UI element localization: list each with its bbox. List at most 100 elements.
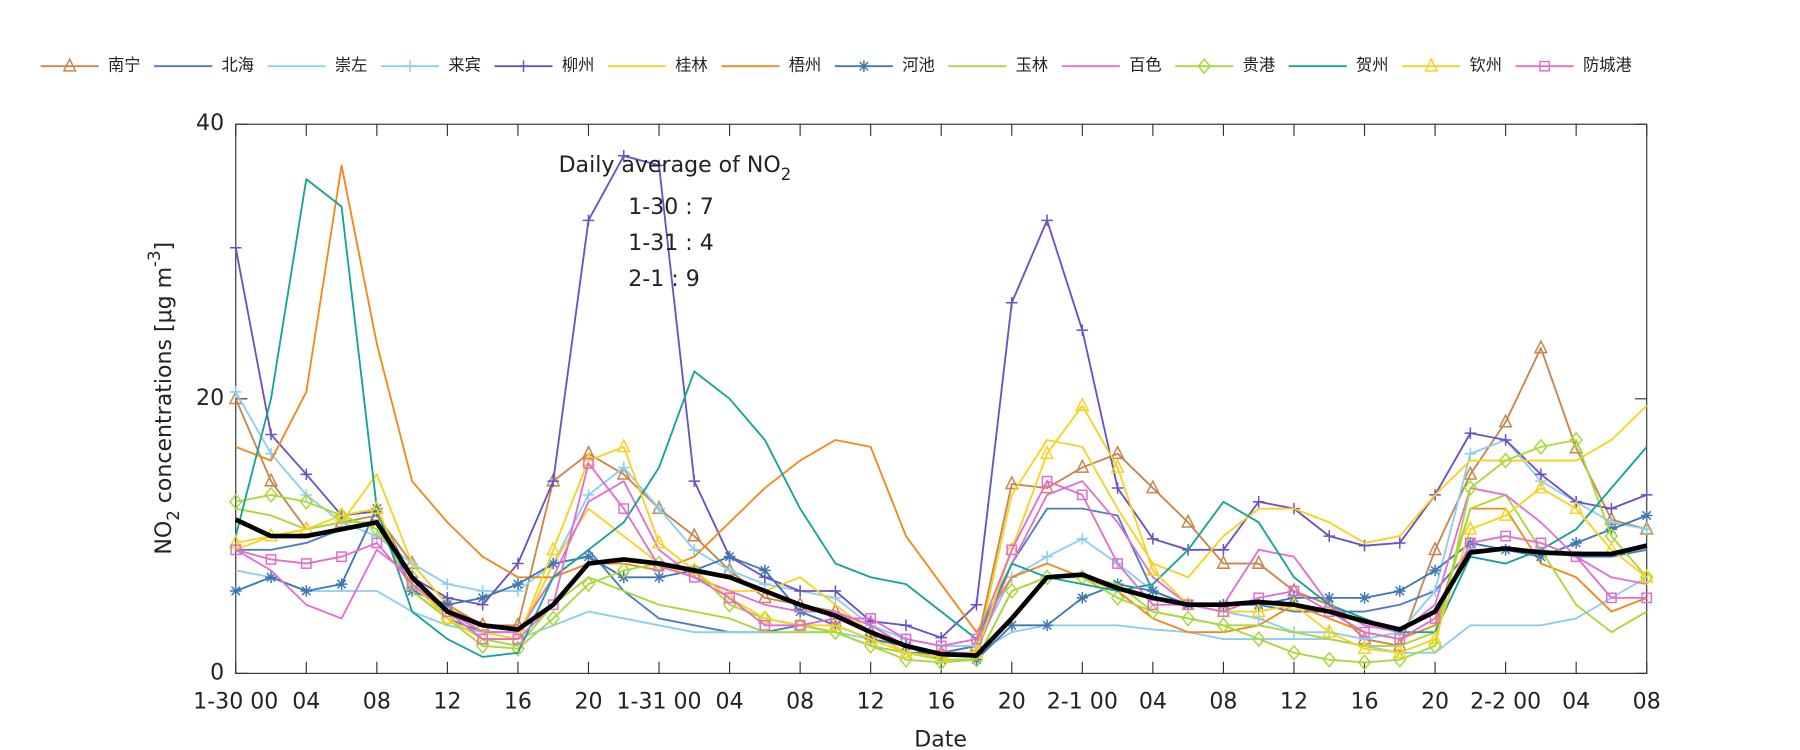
series-line (234, 517, 1648, 658)
data-point (334, 506, 349, 521)
data-point (617, 461, 630, 474)
data-point (1569, 431, 1583, 449)
legend-label: 梧州 (789, 56, 822, 75)
data-point (336, 551, 347, 563)
legend-marker (404, 60, 416, 72)
data-point (618, 503, 630, 515)
data-point (1147, 533, 1159, 545)
y-tick-label: 0 (210, 660, 224, 685)
data-point (581, 575, 596, 593)
x-tick-label: 20 (1421, 689, 1449, 714)
data-point (1216, 617, 1231, 634)
text-part: 2 (781, 165, 792, 184)
annotation-line: 2-1 : 9 (628, 267, 699, 292)
x-tick-label: 04 (1562, 689, 1590, 714)
x-tick-label: 20 (574, 689, 602, 714)
data-point (971, 633, 982, 645)
legend-label: 北海 (221, 56, 254, 75)
data-point (617, 149, 630, 162)
data-point (1041, 619, 1053, 632)
text-part: ] (152, 242, 177, 251)
data-point (1112, 558, 1123, 569)
data-point (547, 599, 559, 611)
data-point (1005, 619, 1018, 632)
data-point (1076, 592, 1089, 604)
data-point (477, 633, 489, 645)
x-tick-label: 08 (786, 689, 814, 714)
data-point (1147, 585, 1159, 597)
legend-label: 贺州 (1356, 56, 1389, 75)
data-point (793, 617, 807, 634)
data-point (1463, 465, 1478, 480)
legend-marker (1424, 57, 1439, 72)
data-point (1640, 523, 1653, 536)
data-point (583, 457, 594, 469)
data-point (1358, 539, 1371, 552)
data-point (371, 537, 383, 549)
data-point (1357, 640, 1372, 655)
data-point (1040, 445, 1055, 460)
data-point (512, 557, 524, 570)
legend-label: 河池 (902, 56, 935, 75)
series-line (235, 404, 1648, 658)
data-point (1145, 561, 1160, 576)
data-point (1076, 533, 1089, 545)
text-part: NO (152, 521, 177, 555)
legend-marker (1197, 58, 1212, 75)
data-point (265, 554, 277, 565)
data-point (1640, 489, 1653, 501)
legend-label: 柳州 (562, 56, 595, 75)
data-point (1322, 623, 1337, 638)
text-part: Daily average of NO (559, 153, 781, 178)
data-point (1110, 445, 1125, 460)
data-point (1394, 633, 1406, 645)
data-point (653, 571, 665, 584)
x-tick-label: 16 (927, 689, 955, 714)
data-point (1323, 530, 1336, 542)
data-point (829, 585, 842, 597)
data-point (900, 619, 912, 632)
data-point (1005, 296, 1018, 309)
data-point (1322, 651, 1337, 668)
text-part: concentrations [μg m (152, 267, 177, 510)
data-point (264, 486, 278, 504)
data-point (1428, 541, 1443, 556)
data-point (1533, 339, 1548, 354)
data-point (1535, 468, 1547, 481)
data-point (687, 527, 702, 542)
data-point (863, 630, 878, 645)
data-point (1393, 585, 1406, 597)
annotation-line: 1-30 : 7 (628, 195, 714, 220)
data-point (794, 619, 806, 631)
series-line (235, 164, 1648, 640)
data-point (652, 534, 667, 549)
data-point (1358, 592, 1371, 604)
data-point (759, 564, 771, 577)
legend-label: 来宾 (448, 56, 481, 75)
legend-label: 南宁 (108, 56, 141, 75)
annotation-title: Daily average of NO2 (559, 153, 792, 184)
data-point (265, 571, 277, 584)
data-point (616, 465, 631, 480)
data-point (229, 585, 242, 597)
data-point (441, 578, 454, 590)
data-point (265, 428, 277, 441)
legend-label: 桂林 (675, 56, 708, 75)
data-point (1041, 550, 1053, 563)
annotation-line: 1-31 : 4 (628, 231, 714, 256)
y-tick-label: 40 (196, 111, 224, 136)
x-tick-label: 08 (1209, 689, 1237, 714)
data-point (1535, 550, 1547, 563)
data-point (229, 241, 242, 254)
legend-marker (858, 60, 870, 72)
data-point (1006, 544, 1018, 556)
data-point (865, 613, 877, 624)
data-point (1252, 495, 1265, 508)
x-tick-label: 2-2 00 (1470, 689, 1541, 714)
x-tick-label: 08 (363, 689, 391, 714)
data-point (616, 438, 631, 453)
data-point (1357, 654, 1372, 671)
legend-label: 百色 (1129, 56, 1162, 75)
data-point (228, 534, 243, 549)
data-point (512, 578, 524, 590)
